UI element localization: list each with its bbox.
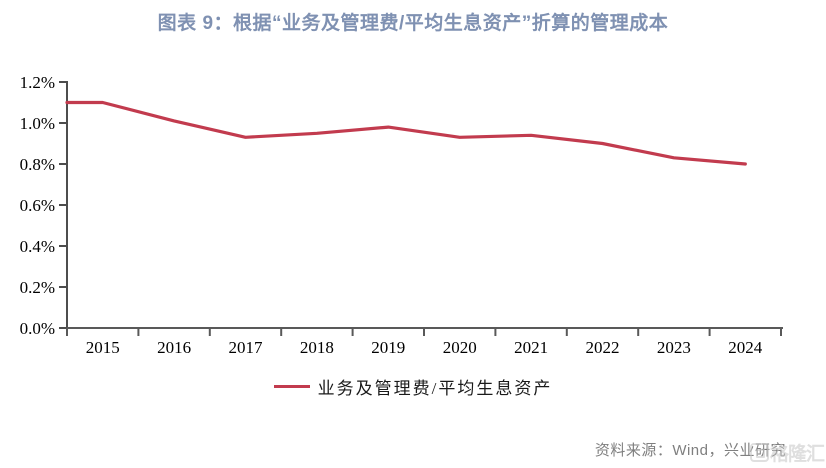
x-tick-label: 2020 [443,338,477,357]
x-tick-label: 2023 [657,338,691,357]
y-tick-label: 0.4% [20,237,55,256]
y-axis-ticks [59,81,67,329]
y-tick-label: 0.2% [20,278,55,297]
legend: 业务及管理费/平均生息资产 [0,374,826,399]
chart-title: 图表 9：根据“业务及管理费/平均生息资产”折算的管理成本 [157,13,669,34]
y-tick-label: 1.2% [20,73,55,92]
source-text: 资料来源：Wind，兴业研究 [594,442,786,459]
chart-svg: 1.2% 1.0% 0.8% 0.6% 0.4% 0.2% 0.0% 2015 … [20,73,783,357]
y-tick-label: 0.0% [20,319,55,338]
y-tick-label: 0.6% [20,196,55,215]
legend-line-marker [273,385,310,388]
x-tick-label: 2018 [300,338,334,357]
series-line [65,100,747,166]
y-tick-label: 0.8% [20,155,55,174]
x-tick-label: 2017 [229,338,264,357]
x-axis-ticks [66,328,782,336]
x-tick-label: 2021 [514,338,548,357]
x-tick-label: 2024 [728,338,763,357]
x-tick-label: 2019 [371,338,405,357]
x-tick-label: 2015 [86,338,120,357]
legend-label: 业务及管理费/平均生息资产 [317,379,553,398]
x-tick-label: 2022 [586,338,620,357]
x-tick-label: 2016 [157,338,191,357]
y-tick-label: 1.0% [20,114,55,133]
